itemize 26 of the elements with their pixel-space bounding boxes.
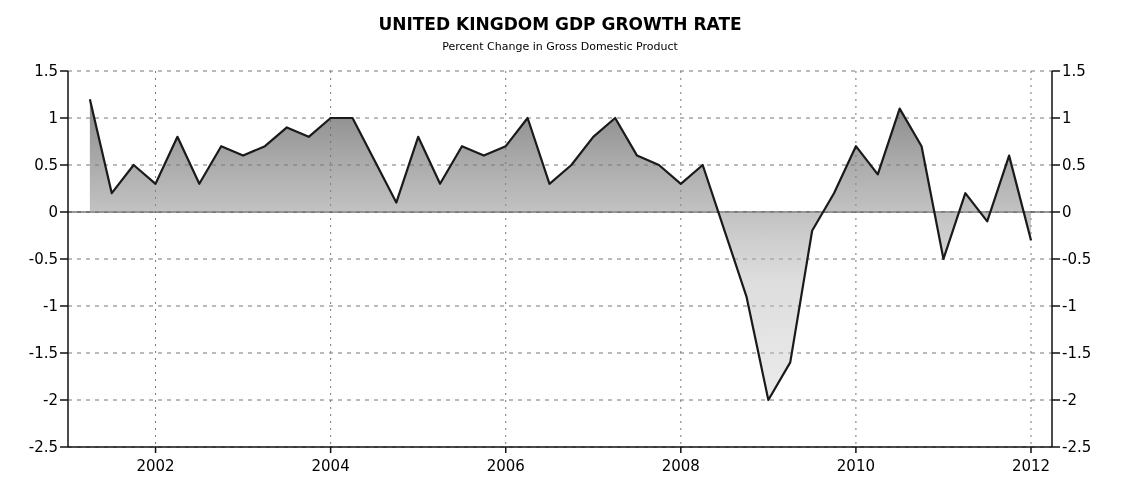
y-tick-label: -1 [43, 297, 58, 316]
y-tick-label: -2.5 [28, 438, 58, 457]
y-tick-label: 0 [48, 203, 58, 222]
x-tick-label: 2004 [311, 457, 350, 475]
y-tick-label: 0.5 [34, 156, 58, 175]
y2-tick-label: -0.5 [1062, 250, 1092, 269]
x-tick-label: 2010 [836, 457, 875, 475]
y2-tick-label: -1.5 [1062, 344, 1092, 363]
x-tick-label: 2012 [1011, 457, 1051, 475]
y-tick-label: 1 [48, 109, 58, 128]
y2-tick-label: -2.5 [1062, 438, 1092, 457]
y2-tick-label: -1 [1062, 297, 1077, 316]
y-tick-label: -2 [43, 391, 58, 410]
x-tick-label: 2008 [661, 457, 700, 475]
y2-tick-label: 0.5 [1062, 156, 1086, 175]
x-tick-label: 2002 [136, 457, 175, 475]
x-tick-label: 2006 [486, 457, 525, 475]
y2-tick-label: 0 [1062, 203, 1072, 222]
y2-tick-label: -2 [1062, 391, 1077, 410]
chart-subtitle: Percent Change in Gross Domestic Product [442, 40, 679, 53]
y2-tick-label: 1.5 [1062, 62, 1086, 81]
y-tick-label: 1.5 [34, 62, 58, 81]
y-tick-label: -0.5 [28, 250, 58, 269]
chart-title: UNITED KINGDOM GDP GROWTH RATE [378, 14, 742, 34]
y2-tick-label: 1 [1062, 109, 1072, 128]
y-tick-label: -1.5 [28, 344, 58, 363]
